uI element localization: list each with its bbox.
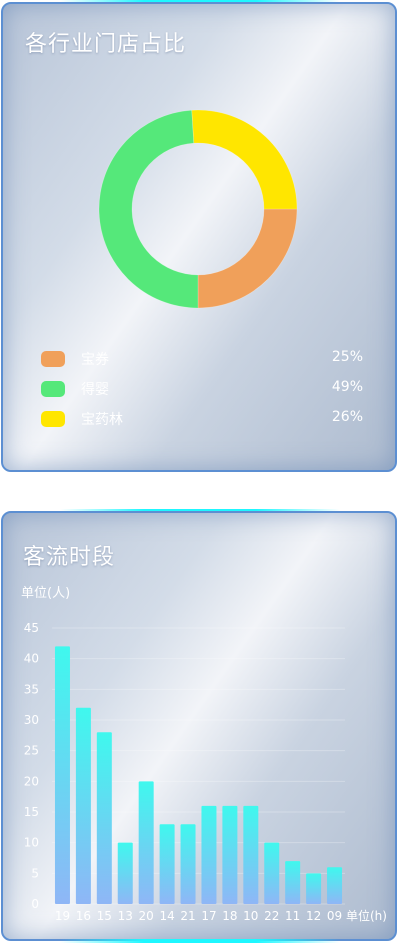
x-tick-label: 15 — [97, 909, 112, 923]
legend-swatch — [41, 351, 65, 367]
legend-value: 26% — [331, 409, 363, 425]
y-tick-label: 10 — [24, 836, 39, 850]
bar-10[interactable] — [243, 805, 259, 904]
legend-value: 49% — [331, 379, 363, 395]
x-tick-label: 10 — [243, 909, 258, 923]
y-tick-label: 15 — [24, 805, 39, 819]
y-tick-label: 5 — [31, 866, 39, 880]
y-tick-label: 30 — [24, 713, 39, 727]
y-tick-label: 40 — [24, 652, 39, 666]
x-tick-label: 12 — [306, 909, 321, 923]
bar-13[interactable] — [117, 842, 133, 904]
y-tick-label: 25 — [24, 744, 39, 758]
donut-chart — [98, 109, 298, 309]
y-tick-label: 20 — [24, 774, 39, 788]
bottom-glow — [60, 939, 340, 943]
x-tick-label: 22 — [264, 909, 279, 923]
y-axis-unit: 单位(人) — [21, 586, 71, 601]
x-tick-label: 21 — [180, 909, 195, 923]
y-tick-label: 0 — [31, 897, 39, 911]
bar-11[interactable] — [285, 861, 301, 904]
legend-item[interactable]: 宝券 25% — [41, 348, 363, 370]
x-axis-unit: 单位(h) — [346, 908, 387, 923]
donut-slice-1[interactable] — [98, 109, 199, 309]
traffic-period-panel: 客流时段 单位(人) 0 5 10 15 20 25 30 35 40 45 19 16 15 13 20 1… — [1, 511, 397, 941]
legend-name: 得婴 — [81, 382, 109, 398]
bar-18[interactable] — [222, 805, 238, 904]
bar-chart: 0 5 10 15 20 25 30 35 40 45 19 16 15 13 20 14 21 17 18 10 22… — [24, 621, 387, 923]
bar-17[interactable] — [201, 805, 217, 904]
industry-share-panel: 各行业门店占比 宝券 25% 得婴 49% 宝药林 26% — [1, 2, 397, 472]
panel-title: 各行业门店占比 — [25, 32, 187, 57]
bar-12[interactable] — [306, 873, 322, 904]
legend-name: 宝券 — [81, 352, 109, 368]
panel-title: 客流时段 — [23, 545, 116, 570]
bar-16[interactable] — [75, 707, 91, 904]
bar-09[interactable] — [327, 867, 343, 904]
x-tick-label: 09 — [327, 909, 342, 923]
x-tick-label: 19 — [55, 909, 70, 923]
x-tick-label: 17 — [201, 909, 216, 923]
y-tick-label: 45 — [24, 621, 39, 635]
legend-value: 25% — [331, 349, 363, 365]
legend-swatch — [41, 381, 65, 397]
x-tick-label: 20 — [139, 909, 154, 923]
bar-19[interactable] — [54, 646, 70, 904]
legend-swatch — [41, 411, 65, 427]
x-tick-label: 14 — [159, 909, 174, 923]
bar-21[interactable] — [180, 824, 196, 904]
bar-20[interactable] — [138, 781, 154, 904]
x-tick-label: 11 — [285, 909, 300, 923]
bar-15[interactable] — [96, 732, 112, 904]
donut-slice-0[interactable] — [197, 208, 298, 309]
legend-item[interactable]: 得婴 49% — [41, 378, 363, 400]
donut-slice-2[interactable] — [191, 109, 298, 210]
bar-22[interactable] — [264, 842, 280, 904]
legend-name: 宝药林 — [81, 412, 123, 428]
bar-14[interactable] — [159, 824, 175, 904]
x-tick-label: 13 — [118, 909, 133, 923]
legend-item[interactable]: 宝药林 26% — [41, 408, 363, 430]
x-tick-label: 18 — [222, 909, 237, 923]
y-tick-label: 35 — [24, 682, 39, 696]
x-tick-label: 16 — [76, 909, 91, 923]
